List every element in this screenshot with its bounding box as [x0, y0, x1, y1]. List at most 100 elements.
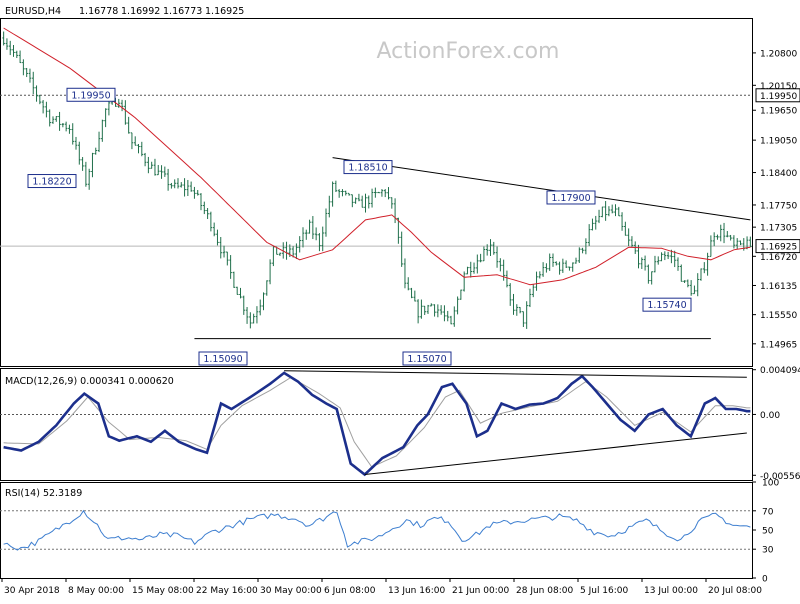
ohlc-bar [709, 235, 713, 257]
ohlc-bar [712, 232, 716, 247]
ohlc-bar [706, 252, 709, 276]
ohlc-bar [367, 195, 371, 209]
ohlc-bar [522, 311, 525, 328]
ohlc-bar [528, 288, 532, 308]
ohlc-bar [446, 310, 450, 322]
price-y-tick-label: 1.18400 [760, 169, 797, 179]
price-y-tick-label: 1.20800 [760, 49, 797, 59]
macd-signal-line [3, 376, 751, 468]
ohlc-bar [41, 100, 45, 114]
x-tick-label: 13 Jul 00:00 [644, 586, 698, 596]
ohlc-bar [689, 280, 693, 296]
ohlc-bar [318, 233, 321, 252]
ohlc-bar [229, 255, 232, 279]
ohlc-bar [104, 108, 107, 128]
ohlc-bar [637, 244, 640, 269]
ohlc-bar [235, 286, 239, 296]
x-tick-label: 13 Jun 16:00 [388, 586, 445, 596]
ohlc-bar [739, 240, 742, 246]
ohlc-bar [650, 271, 653, 285]
ohlc-bar [472, 262, 476, 274]
ohlc-bar [469, 261, 473, 278]
ohlc-bar [462, 271, 466, 292]
x-tick-label: 30 May 00:00 [260, 586, 322, 596]
ohlc-bars [2, 31, 752, 329]
ohlc-bar [512, 293, 515, 315]
ohlc-bar [617, 206, 621, 217]
ohlc-bar [548, 253, 551, 271]
ohlc-bar [581, 247, 584, 254]
ohlc-bar [722, 222, 726, 244]
ohlc-bar [673, 250, 676, 268]
x-tick-label: 20 Jul 08:00 [708, 586, 762, 596]
ohlc-bar [686, 279, 690, 288]
ohlc-bar [660, 252, 663, 262]
ohlc-bar [94, 147, 98, 155]
ohlc-bar [239, 287, 242, 299]
annotation-label: 1.15740 [647, 300, 686, 311]
rsi-title: RSI(14) 52.3189 [5, 488, 82, 499]
reference-tag-box [755, 88, 800, 103]
ohlc-bar [499, 258, 502, 272]
ohlc-bar [426, 304, 430, 314]
rsi-frame [0, 482, 753, 579]
price-annotation: 1.17900 [546, 190, 596, 205]
ohlc-bar [163, 166, 167, 177]
ohlc-bar [189, 181, 193, 192]
ohlc-bar [413, 290, 417, 302]
ohlc-bar [140, 141, 144, 157]
price-annotation: 1.18510 [343, 160, 393, 175]
macd-frame [0, 368, 753, 481]
ohlc-bar [604, 201, 607, 221]
ohlc-bar [255, 306, 259, 324]
ohlc-bar [216, 229, 219, 246]
ohlc-bar [97, 131, 101, 153]
ohlc-bar [377, 191, 380, 194]
ohlc-bar [68, 124, 71, 134]
ohlc-bar [291, 246, 295, 258]
ohlc-bar [242, 295, 246, 315]
trendline-resistance [332, 157, 751, 221]
ohlc-bar [295, 243, 298, 260]
ohlc-bar [538, 271, 542, 279]
ohlc-bar [357, 193, 361, 202]
ohlc-bar [324, 208, 328, 237]
ohlc-bar [420, 299, 423, 319]
ohlc-bar [51, 116, 55, 124]
ohlc-bar [347, 192, 351, 196]
ohlc-bar [594, 215, 598, 230]
ohlc-bar [666, 251, 670, 260]
ohlc-bar [212, 222, 216, 237]
ohlc-bar [578, 247, 581, 263]
ohlc-bar [554, 261, 558, 266]
price-annotation: 1.15070 [402, 351, 452, 366]
header-close: 1.16925 [205, 6, 244, 17]
ohlc-bar [387, 187, 390, 200]
ohlc-bar [699, 268, 703, 281]
ohlc-bar [268, 259, 272, 285]
ohlc-bar [703, 262, 706, 274]
ohlc-bar [252, 313, 255, 324]
ohlc-bar [166, 168, 170, 191]
ohlc-bar [301, 227, 305, 248]
price-y-tick-label: 1.14965 [760, 340, 797, 350]
ohlc-bar [492, 241, 496, 255]
ohlc-bar [683, 280, 686, 284]
ohlc-bar [479, 253, 482, 263]
ohlc-bar [262, 292, 265, 311]
ohlc-bar [222, 245, 226, 258]
panel-frames [0, 18, 753, 579]
ohlc-bar [54, 116, 58, 122]
ohlc-bar [515, 304, 519, 316]
ohlc-bar [397, 217, 400, 244]
ohlc-bar [489, 239, 492, 256]
ohlc-bar [449, 315, 453, 325]
ohlc-bar [670, 249, 673, 264]
rsi-panel [0, 509, 752, 551]
header-open: 1.16778 [79, 6, 118, 17]
rsi-y-tick-label: 70 [762, 507, 774, 517]
price-y-tick-label: 1.17305 [760, 224, 797, 234]
ohlc-bar [58, 111, 61, 131]
annotation-label: 1.18510 [348, 163, 387, 174]
